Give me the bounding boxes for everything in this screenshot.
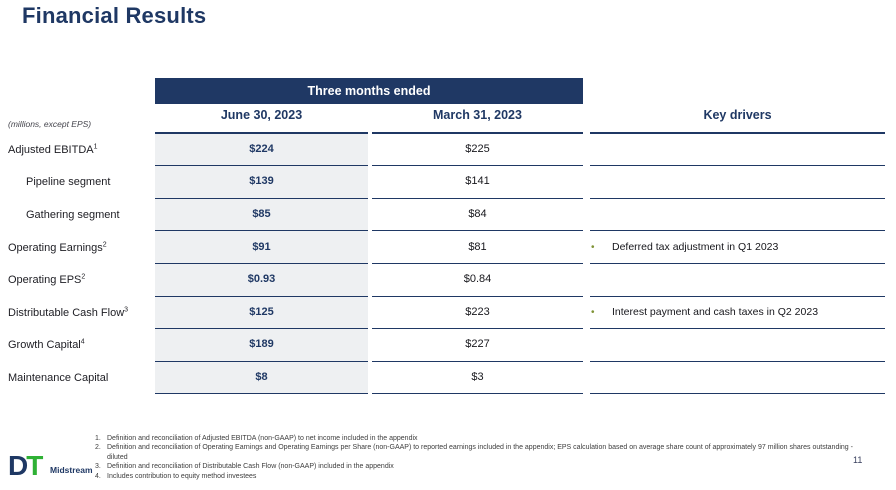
table-row: Distributable Cash Flow3 $125 $223 • Inte…: [0, 297, 896, 330]
value-march: $223: [372, 297, 583, 330]
key-driver-cell: [590, 166, 885, 199]
key-driver-cell: [590, 199, 885, 232]
table-row: Adjusted EBITDA1 $224 $225: [0, 134, 896, 167]
footnote-text: Definition and reconciliation of Distrib…: [107, 463, 394, 471]
table-row: Operating Earnings2 $91 $81 • Deferred ta…: [0, 232, 896, 265]
value-march: $0.84: [372, 264, 583, 297]
header-rule-june: [155, 132, 368, 134]
footnote-number: 3.: [95, 463, 101, 471]
table-row: Gathering segment $85 $84: [0, 199, 896, 232]
logo-wordmark: Midstream: [50, 465, 93, 475]
page-number: 11: [853, 455, 863, 465]
footnotes: 1. Definition and reconciliation of Adju…: [95, 434, 865, 481]
units-note: (millions, except EPS): [8, 119, 92, 129]
table-row: Operating EPS2 $0.93 $0.84: [0, 264, 896, 297]
column-header-key-drivers: Key drivers: [703, 108, 772, 122]
row-label: Operating EPS2: [8, 273, 86, 287]
dt-midstream-logo: DT Midstream: [8, 448, 93, 488]
row-label: Gathering segment: [26, 208, 120, 221]
row-label: Operating Earnings2: [8, 240, 107, 254]
table-row: Pipeline segment $139 $141: [0, 166, 896, 199]
value-march: $81: [372, 232, 583, 265]
footnote: 1. Definition and reconciliation of Adju…: [95, 434, 865, 443]
row-label: Pipeline segment: [26, 176, 111, 189]
key-driver-cell: • Deferred tax adjustment in Q1 2023: [590, 232, 885, 265]
value-june: $8: [155, 362, 368, 395]
footnote-ref: 2: [102, 240, 107, 248]
bullet-icon: •: [591, 306, 595, 318]
key-driver-cell: • Interest payment and cash taxes in Q2 2…: [590, 297, 885, 330]
key-driver-cell: [590, 362, 885, 395]
value-march: $225: [372, 134, 583, 167]
footnote-ref: 1: [93, 143, 98, 151]
column-header-june: June 30, 2023: [220, 108, 303, 122]
logo-dt-monogram: DT: [8, 450, 43, 481]
value-june: $85: [155, 199, 368, 232]
page-title: Financial Results: [22, 3, 207, 28]
footnote: 2. Definition and reconciliation of Oper…: [95, 443, 865, 462]
table-group-header: Three months ended: [155, 78, 583, 104]
footnote-ref: 3: [124, 306, 129, 314]
value-june: $125: [155, 297, 368, 330]
row-label: Adjusted EBITDA1: [8, 143, 98, 156]
footnote: 4. Includes contribution to equity metho…: [95, 472, 865, 481]
footnote-text: Definition and reconciliation of Adjuste…: [107, 435, 418, 442]
footnote-ref: 2: [81, 273, 86, 281]
value-june: $91: [155, 232, 368, 265]
value-march: $141: [372, 166, 583, 199]
value-june: $139: [155, 166, 368, 199]
bullet-icon: •: [591, 241, 595, 253]
value-march: $227: [372, 329, 583, 362]
column-header-march: March 31, 2023: [433, 108, 522, 122]
footnote-text: Includes contribution to equity method i…: [107, 472, 257, 480]
header-rule-march: [372, 132, 583, 134]
header-rule-key: [590, 132, 885, 134]
footnote-number: 1.: [95, 435, 101, 442]
value-march: $84: [372, 199, 583, 232]
key-driver-cell: [590, 264, 885, 297]
key-driver-text: Deferred tax adjustment in Q1 2023: [612, 240, 779, 253]
key-driver-text: Interest payment and cash taxes in Q2 20…: [612, 305, 819, 318]
value-june: $224: [155, 134, 368, 167]
row-label: Maintenance Capital: [8, 371, 109, 384]
row-label: Distributable Cash Flow3: [8, 306, 129, 319]
table-row: Maintenance Capital $8 $3: [0, 362, 896, 395]
footnote: 3. Definition and reconciliation of Dist…: [95, 462, 865, 471]
key-driver-cell: [590, 134, 885, 167]
value-june: $0.93: [155, 264, 368, 297]
footnote-text: Definition and reconciliation of Operati…: [107, 444, 853, 461]
value-june: $189: [155, 329, 368, 362]
footnote-ref: 4: [80, 338, 85, 346]
table-row: Growth Capital4 $189 $227: [0, 329, 896, 362]
value-march: $3: [372, 362, 583, 395]
row-label: Growth Capital4: [8, 338, 85, 352]
key-driver-cell: [590, 329, 885, 362]
footnote-number: 2.: [95, 444, 101, 452]
footnote-number: 4.: [95, 472, 101, 480]
